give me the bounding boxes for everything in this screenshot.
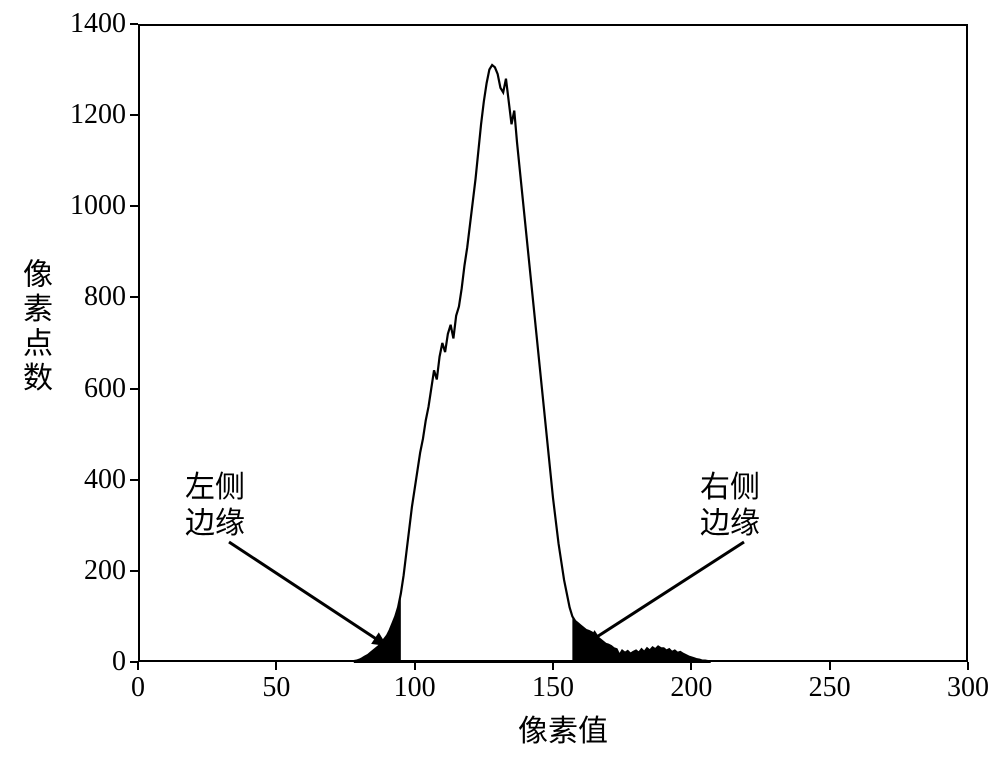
x-tick (690, 662, 692, 670)
annotation-right-line2: 边缘 (700, 507, 760, 540)
y-tick-label: 1000 (70, 190, 126, 222)
y-tick-label: 800 (84, 281, 126, 313)
y-tick (130, 296, 138, 298)
x-tick-label: 50 (246, 672, 306, 704)
histogram-svg (0, 0, 1000, 767)
y-tick (130, 570, 138, 572)
chart-container: 像素点数 像素值 左侧 边缘 右侧 边缘 0501001502002503000… (0, 0, 1000, 767)
annotation-right-edge: 右侧 边缘 (700, 470, 760, 542)
y-tick (130, 479, 138, 481)
x-tick (829, 662, 831, 670)
x-axis-label: 像素值 (493, 706, 633, 750)
y-tick-label: 600 (84, 373, 126, 405)
y-tick-label: 0 (112, 646, 126, 678)
annotation-left-edge: 左侧 边缘 (185, 470, 245, 542)
x-tick (137, 662, 139, 670)
y-tick (130, 23, 138, 25)
y-tick (130, 388, 138, 390)
x-tick-label: 200 (661, 672, 721, 704)
x-tick (967, 662, 969, 670)
x-tick (552, 662, 554, 670)
x-tick-label: 150 (523, 672, 583, 704)
x-tick (275, 662, 277, 670)
y-tick (130, 114, 138, 116)
x-tick-label: 300 (938, 672, 998, 704)
y-tick-label: 1200 (70, 99, 126, 131)
x-tick-label: 250 (800, 672, 860, 704)
y-tick-label: 200 (84, 555, 126, 587)
annotation-left-line1: 左侧 (185, 471, 245, 504)
y-tick-label: 400 (84, 464, 126, 496)
annotation-right-line1: 右侧 (700, 471, 760, 504)
annotation-left-line2: 边缘 (185, 507, 245, 540)
y-axis-label: 像素点数 (12, 258, 56, 396)
x-tick (414, 662, 416, 670)
y-tick-label: 1400 (70, 8, 126, 40)
y-tick (130, 205, 138, 207)
x-tick-label: 100 (385, 672, 445, 704)
y-tick (130, 661, 138, 663)
